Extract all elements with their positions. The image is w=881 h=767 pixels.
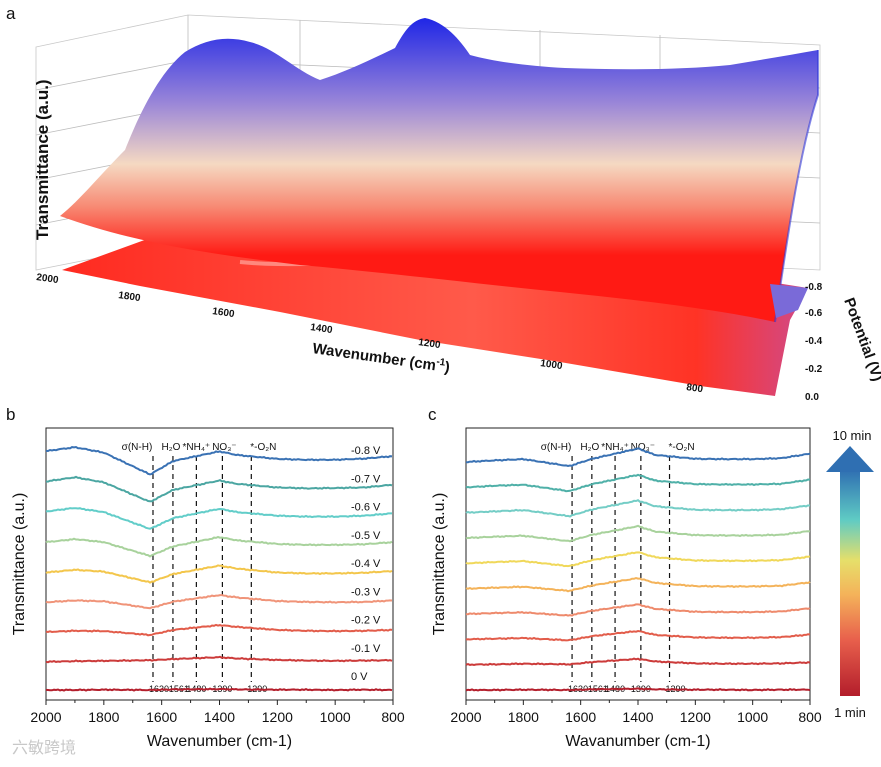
panel-a-xtick: 1000: [540, 358, 564, 372]
watermark: 六敏跨境: [12, 738, 77, 757]
x-tick-label: 800: [381, 709, 405, 725]
panel-a-zlabel: Potential (V): [840, 296, 881, 384]
panel-a-ztick: -0.2: [805, 364, 823, 375]
panel-a-ztick: -0.8: [805, 282, 823, 293]
panel-c-label: c: [428, 405, 437, 424]
series-line: [465, 551, 811, 568]
series-line: [45, 475, 393, 503]
colorbar-top-label: 10 min: [832, 428, 871, 443]
series-line: [465, 629, 811, 642]
series-label: -0.8 V: [351, 445, 381, 457]
transmittance-surface: [60, 18, 818, 322]
series-line: [45, 535, 393, 558]
series-label: -0.7 V: [351, 473, 381, 485]
panel-a-xtick: 1400: [310, 322, 334, 336]
series-line: [465, 576, 811, 593]
series-label: -0.1 V: [351, 643, 381, 655]
x-tick-label: 1200: [680, 709, 711, 725]
series-line: [45, 445, 393, 476]
panel-a-xtick: 800: [686, 382, 704, 395]
series-line: [45, 655, 393, 664]
x-tick-label: 1800: [508, 709, 539, 725]
annotation-label: H₂O: [580, 442, 599, 453]
series-line: [45, 564, 393, 584]
panel-c-plot: 2000 1800 1600 1400 1200 1000 800 Wavanumber (c…: [431, 427, 822, 750]
series-line: [45, 687, 393, 692]
series-label: -0.2 V: [351, 615, 381, 627]
series-line: [45, 507, 392, 530]
panel-a-ztick: -0.6: [805, 308, 823, 319]
annotation-label: *NH₄⁺: [183, 442, 211, 453]
x-axis-title: Wavanumber (cm-1): [565, 733, 710, 750]
x-tick-label: 2000: [30, 709, 61, 725]
plot-frame: [45, 427, 394, 701]
annotation-label: *NH₄⁺: [601, 442, 629, 453]
panel-a-ylabel: Transmittance (a.u.): [33, 79, 52, 240]
y-axis-title: Transmittance (a.u.): [11, 493, 28, 636]
series-line: [465, 524, 811, 543]
annotation-label: H₂O: [161, 442, 180, 453]
series-line: [465, 603, 811, 617]
panel-a-ztick: -0.4: [805, 336, 823, 347]
x-tick-label: 1000: [737, 709, 768, 725]
panel-b-label: b: [6, 405, 15, 424]
panel-a-z-ticks: 0.0 -0.2 -0.4 -0.6 -0.8: [805, 282, 823, 403]
series-line: [466, 447, 811, 468]
series-label: -0.4 V: [351, 558, 381, 570]
panel-a-x-ticks: 2000 1800 1600 1400 1200 1000 800: [36, 272, 704, 395]
colorbar-gradient: [840, 470, 860, 696]
x-tick-label: 1800: [88, 709, 119, 725]
series-line: [465, 657, 811, 667]
x-tick-label: 1200: [262, 709, 293, 725]
annotation-label: *-O₂N: [250, 442, 276, 453]
x-tick-label: 1400: [204, 709, 235, 725]
series-label: -0.3 V: [351, 586, 381, 598]
series-line: [465, 687, 811, 692]
series-label: -0.6 V: [351, 502, 381, 514]
panel-a-xtick: 1800: [118, 290, 142, 304]
series-line: [45, 594, 393, 610]
series-label: 0 V: [351, 671, 368, 683]
x-tick-label: 800: [798, 709, 822, 725]
colorbar-arrow-icon: [826, 446, 874, 472]
series-label: -0.5 V: [351, 530, 381, 542]
panel-a-label: a: [6, 4, 16, 23]
x-tick-label: 2000: [450, 709, 481, 725]
x-tick-label: 1400: [622, 709, 653, 725]
panel-a: a Transmittance (a.u.) Wavenumber (cm-1)…: [6, 4, 881, 403]
x-axis-title: Wavenumber (cm-1): [147, 733, 292, 750]
x-tick-label: 1600: [565, 709, 596, 725]
panel-a-xtick: 1200: [418, 337, 442, 351]
panel-a-ztick: 0.0: [805, 392, 819, 403]
series-line: [465, 473, 811, 493]
series-line: [465, 499, 811, 518]
series-line: [45, 623, 393, 637]
annotation-label: NO₃⁻: [631, 442, 655, 453]
y-axis-title: Transmittance (a.u.): [431, 493, 448, 636]
x-tick-label: 1000: [320, 709, 351, 725]
annotation-label: σ(N-H): [541, 442, 572, 453]
panel-a-xtick: 2000: [36, 272, 60, 286]
x-tick-label: 1600: [146, 709, 177, 725]
surface-edge-right: [774, 50, 819, 323]
annotation-label: *-O₂N: [668, 442, 694, 453]
panel-b-plot: 2000 1800 1600 1400 1200 1000 800 Wavenumber (c…: [11, 427, 405, 750]
panel-a-xtick: 1600: [212, 306, 236, 320]
annotation-label: NO₃⁻: [212, 442, 236, 453]
annotation-label: σ(N-H): [122, 442, 153, 453]
time-colorbar: 10 min 1 min: [826, 428, 874, 720]
surface-corner-patch: [770, 284, 808, 318]
colorbar-bottom-label: 1 min: [834, 705, 866, 720]
